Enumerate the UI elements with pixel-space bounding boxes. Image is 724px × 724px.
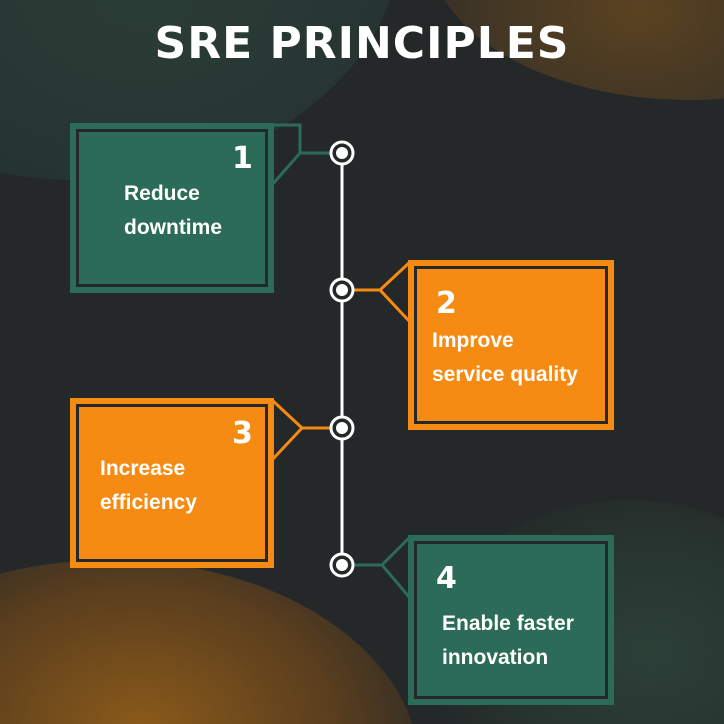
principle-text-line: downtime (124, 216, 222, 239)
principle-card-4: 4 Enable faster innovation (410, 537, 612, 703)
connector-2-diagonal (378, 288, 412, 324)
principle-text-line: Increase (100, 457, 186, 480)
connector-4 (354, 535, 412, 567)
principle-text: Improve service quality (432, 324, 578, 392)
principle-number: 2 (436, 286, 457, 321)
timeline-node-2-dot (336, 284, 348, 296)
principle-number: 1 (232, 141, 253, 176)
timeline-node-3-dot (336, 422, 348, 434)
principle-number: 3 (232, 416, 253, 451)
principle-text-line: Reduce (124, 182, 200, 205)
connector-3-diagonal (270, 426, 304, 462)
connector-1 (272, 123, 330, 155)
principle-text-line: Enable faster (442, 612, 574, 635)
page-title: SRE PRINCIPLES (154, 18, 570, 69)
principle-text-line: innovation (442, 646, 549, 669)
principle-text: Reduce downtime (124, 177, 222, 245)
principle-card-2: 2 Improve service quality (410, 262, 612, 428)
principle-number: 4 (436, 561, 457, 596)
principle-text: Increase efficiency (100, 452, 197, 520)
timeline-node-1-dot (336, 147, 348, 159)
connector-3 (270, 398, 330, 430)
principle-text-line: efficiency (100, 491, 197, 514)
timeline-node-4-dot (336, 559, 348, 571)
principle-text-line: Improve (432, 329, 514, 352)
connector-4-diagonal (380, 564, 412, 599)
principle-text-line: service quality (432, 363, 578, 386)
connector-2 (354, 260, 412, 292)
principle-text: Enable faster innovation (442, 607, 574, 675)
principle-card-1: 1 Reduce downtime (72, 125, 272, 291)
principle-card-3: 3 Increase efficiency (72, 400, 272, 566)
connector-1-diagonal (270, 152, 302, 186)
